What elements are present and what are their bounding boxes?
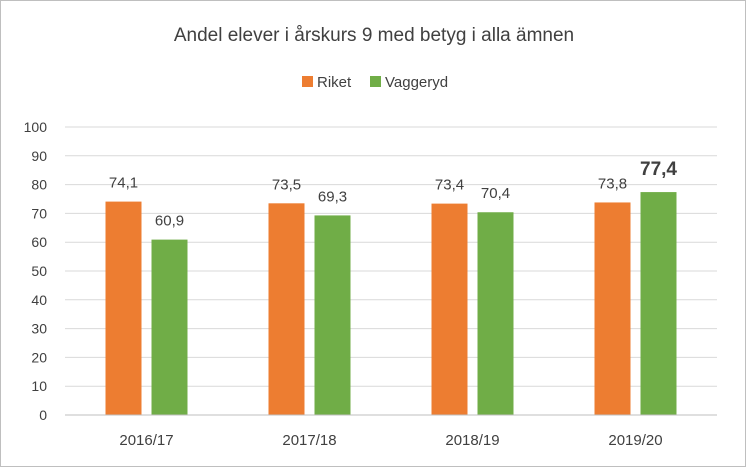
- data-label: 73,8: [598, 175, 627, 192]
- y-tick-label: 40: [31, 292, 47, 308]
- bar-vaggeryd-2017-18: [314, 215, 351, 415]
- legend-swatch-vaggeryd: [370, 76, 381, 87]
- y-tick-label: 0: [39, 407, 47, 423]
- x-tick-label: 2016/17: [119, 432, 173, 449]
- data-label: 69,3: [318, 188, 347, 205]
- bar-riket-2018-19: [431, 203, 468, 415]
- data-label: 70,4: [481, 185, 510, 202]
- data-label: 73,4: [435, 177, 464, 194]
- bar-riket-2019-20: [594, 202, 631, 415]
- bar-vaggeryd-2018-19: [477, 212, 514, 415]
- data-label: 73,5: [272, 176, 301, 193]
- bar-riket-2017-18: [268, 203, 305, 415]
- y-tick-label: 70: [31, 205, 47, 221]
- y-axis: 0 10 20 30 40 50 60 70 80 90 100: [24, 119, 48, 423]
- x-tick-label: 2019/20: [608, 432, 662, 449]
- legend-label-vaggeryd: Vaggeryd: [385, 74, 448, 91]
- y-tick-label: 90: [31, 148, 47, 164]
- legend: Riket Vaggeryd: [302, 74, 448, 91]
- x-tick-label: 2017/18: [282, 432, 336, 449]
- legend-label-riket: Riket: [317, 74, 352, 91]
- data-label: 77,4: [640, 159, 677, 180]
- y-tick-label: 100: [24, 119, 48, 135]
- bar-riket-2016-17: [105, 201, 142, 415]
- y-tick-label: 30: [31, 321, 47, 337]
- data-label: 74,1: [109, 175, 138, 192]
- y-tick-label: 80: [31, 177, 47, 193]
- chart-title: Andel elever i årskurs 9 med betyg i all…: [174, 25, 574, 46]
- data-label: 60,9: [155, 213, 184, 230]
- bar-vaggeryd-2019-20: [640, 192, 677, 415]
- bar-vaggeryd-2016-17: [151, 239, 188, 415]
- y-tick-label: 10: [31, 378, 47, 394]
- data-labels: 74,1 60,9 73,5 69,3 73,4 70,4 73,8 77,4: [109, 159, 678, 230]
- bars: [105, 192, 677, 415]
- x-tick-label: 2018/19: [445, 432, 499, 449]
- y-tick-label: 50: [31, 263, 47, 279]
- y-tick-label: 60: [31, 234, 47, 250]
- y-tick-label: 20: [31, 349, 47, 365]
- x-axis: 2016/17 2017/18 2018/19 2019/20: [65, 414, 717, 449]
- legend-swatch-riket: [302, 76, 313, 87]
